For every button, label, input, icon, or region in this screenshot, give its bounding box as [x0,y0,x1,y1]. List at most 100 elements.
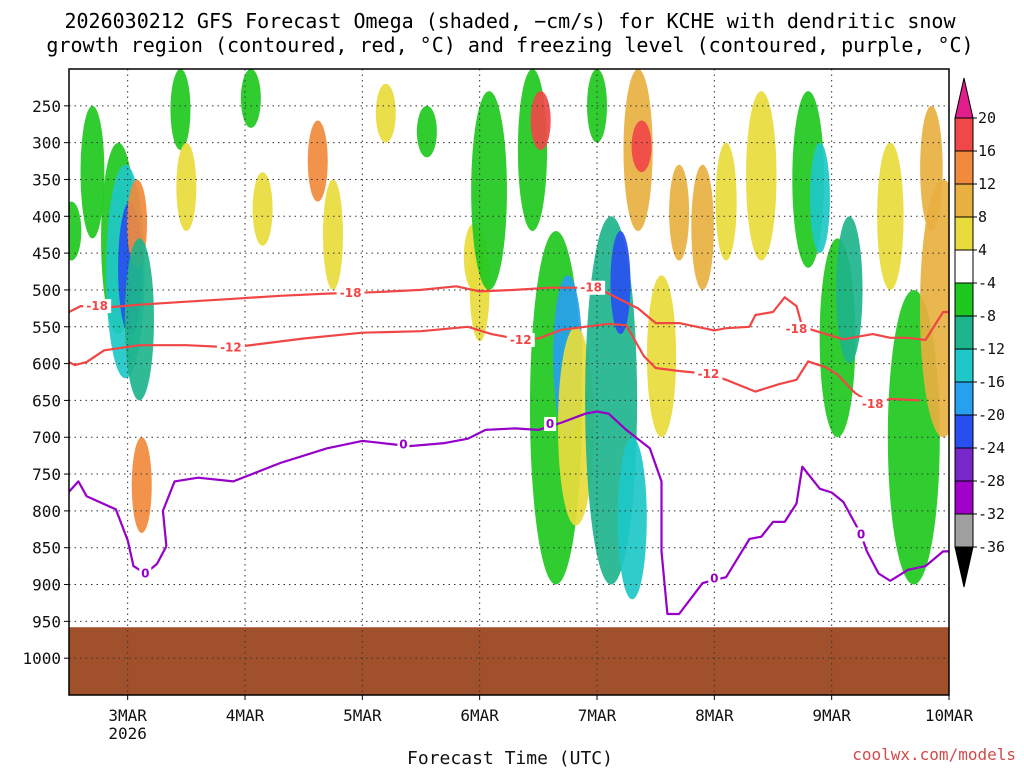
x-axis-label: Forecast Time (UTC) [407,748,613,768]
y-tick-label-700: 700 [32,428,61,447]
dgz-minus12-label-bg-1 [506,333,535,348]
colorbar: 20 16 12 8 4 -4 -8 -12 -16 -20 -24 -28 -32 -36 [954,77,1005,588]
freezing-level-label-bg-3 [544,416,557,431]
y-tick-label-250: 250 [32,97,61,116]
y-tick-label-600: 600 [32,355,61,374]
x-tick-sublabel-0: 2026 [108,724,147,743]
colorbar-label-4: 4 [978,241,987,259]
dgz-minus18-label-bg-1 [336,285,365,300]
freezing-level-label-5: 0 [857,527,865,541]
colorbar-label-2: 12 [978,175,996,193]
x-tick-label-2: 5MAR [343,706,382,725]
y-tick-label-500: 500 [32,281,61,300]
dgz-minus18-label-bg-0 [83,299,112,314]
colorbar-bottom-arrow [954,546,974,588]
dgz-minus18-label-2: -18 [580,281,602,295]
dgz-minus18-label-3: -18 [786,322,808,336]
freezing-level-label-bg-1 [139,566,152,581]
dgz-minus18-label-bg-3 [782,321,811,336]
y-tick-label-350: 350 [32,170,61,189]
colorbar-bin-1 [954,150,974,185]
ground-fill [69,627,949,695]
site-credit[interactable]: coolwx.com/models [852,745,1016,764]
plot-frame [68,68,950,696]
x-tick-label-0: 3MAR [108,706,147,725]
colorbar-label-13: -36 [978,538,1005,556]
colorbar-label-0: 20 [978,109,996,127]
dgz-minus18-label-bg-4 [858,397,887,412]
chart-title-line-1: 2026030212 GFS Forecast Omega (shaded, −… [64,9,956,33]
x-tick-label-4: 7MAR [578,706,617,725]
dgz-minus18-label-0: -18 [86,299,108,313]
colorbar-bin-7 [954,348,974,383]
omega-feature-27 [617,437,647,600]
colorbar-bin-3 [954,216,974,251]
omega-feature-9 [176,142,197,232]
dgz-minus18-label-1: -18 [340,286,362,300]
colorbar-bin-4 [954,249,974,284]
omega-feature-13 [323,179,343,290]
y-tick-label-900: 900 [32,576,61,595]
omega-feature-34 [746,91,777,261]
omega-feature-14 [375,83,396,143]
y-tick-label-300: 300 [32,134,61,153]
colorbar-bin-5 [954,282,974,317]
omega-feature-23 [557,326,594,526]
colorbar-label-11: -28 [978,472,1005,490]
y-tick-label-550: 550 [32,318,61,337]
freezing-level-label-1: 0 [141,566,149,580]
x-tick-label-7: 10MAR [925,706,974,725]
y-tick-label-650: 650 [32,391,61,410]
dgz-minus18-line-0 [69,285,949,342]
omega-feature-32 [691,164,714,290]
omega-feature-15 [416,105,437,158]
omega-feature-26 [610,231,631,335]
colorbar-bin-8 [954,381,974,416]
colorbar-label-7: -12 [978,340,1005,358]
colorbar-bin-6 [954,315,974,350]
dgz-minus18-label-bg-2 [577,280,606,295]
dgz-minus12-label-0: -12 [220,340,242,354]
omega-feature-11 [252,172,273,246]
freezing-level-label-0: 0 [59,560,67,574]
freezing-level-label-2: 0 [399,438,407,452]
y-tick-label-400: 400 [32,207,61,226]
omega-feature-42 [919,179,949,438]
x-tick-label-5: 8MAR [695,706,734,725]
omega-feature-33 [715,142,737,261]
colorbar-label-1: 16 [978,142,996,160]
colorbar-label-5: -4 [978,274,996,292]
dgz-minus12-label-2: -12 [698,367,720,381]
dgz-minus12-label-bg-2 [694,366,723,381]
freezing-level-label-bg-0 [69,559,70,574]
colorbar-label-3: 8 [978,208,987,226]
ground-layer [69,627,949,695]
omega-feature-12 [307,120,328,202]
omega-feature-18 [471,91,507,290]
freezing-level-label-4: 0 [710,572,718,586]
freezing-level-label-bg-5 [855,527,867,542]
y-axis: 250 300 350 400 450 500 550 600 650 700 750 800 850 9… [22,97,69,668]
omega-feature-36 [809,142,830,254]
dgz-minus18-label-4: -18 [862,397,884,411]
omega-feature-20 [530,91,551,151]
y-tick-label-1000: 1000 [22,649,61,668]
dgz-minus12-label-bg-0 [216,340,245,355]
freezing-level-label-3: 0 [546,417,554,431]
colorbar-bin-11 [954,480,974,515]
colorbar-label-10: -24 [978,439,1005,457]
y-tick-label-950: 950 [32,612,61,631]
colorbar-label-9: -20 [978,406,1005,424]
colorbar-bin-2 [954,183,974,218]
freezing-level-label-bg-4 [708,571,721,586]
omega-feature-1 [80,105,105,239]
omega-feature-31 [669,164,690,261]
omega-feature-8 [170,69,191,151]
omega-feature-29 [631,120,652,173]
omega-feature-30 [646,275,677,438]
freezing-level-label-bg-2 [397,437,410,452]
x-tick-label-3: 6MAR [460,706,499,725]
colorbar-bin-10 [954,447,974,482]
